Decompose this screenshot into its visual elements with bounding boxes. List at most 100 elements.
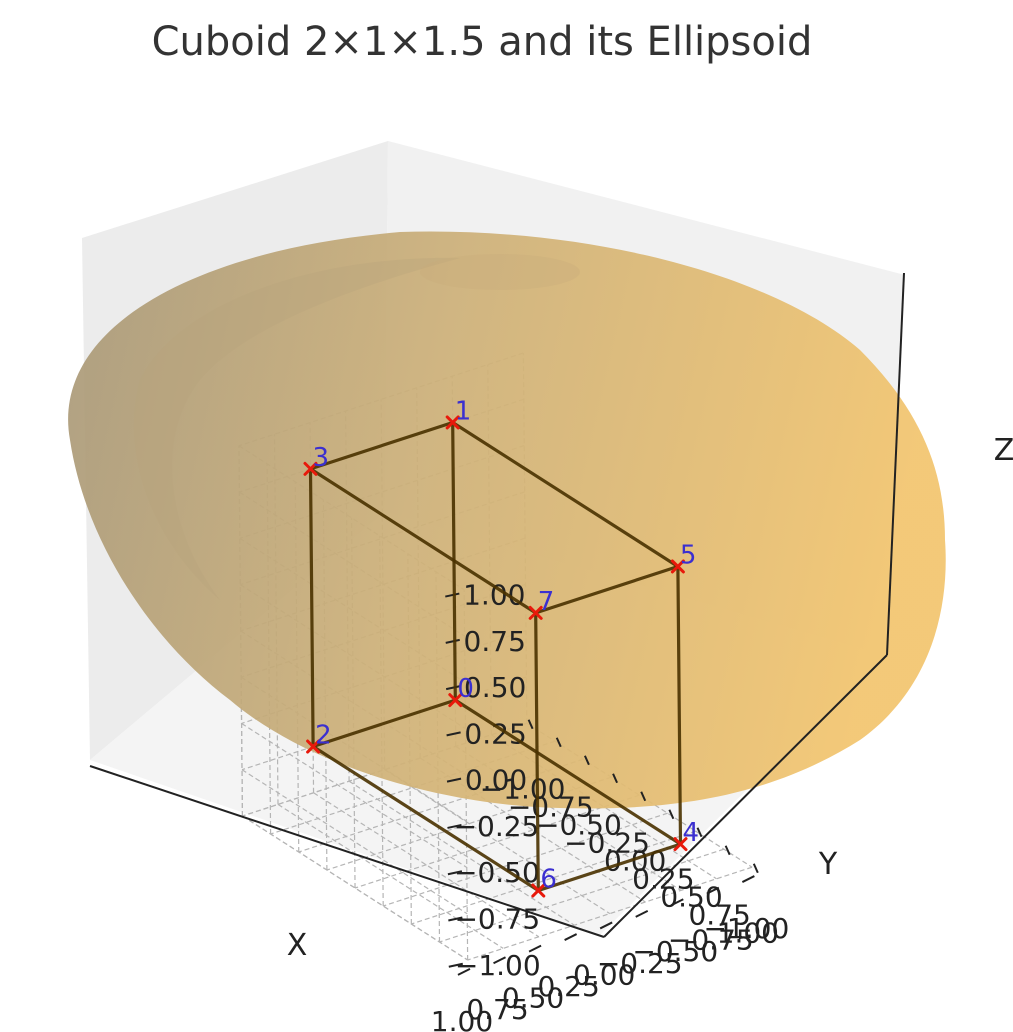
cuboid-vertices: 0 1 2 3 4 5 6 7	[303, 396, 700, 898]
z-tick-mark	[446, 777, 462, 783]
x-tick-mark	[555, 737, 562, 748]
x-tick-label: −0.50	[536, 809, 622, 842]
z-tick-label: 1.00	[463, 579, 525, 612]
x-tick-label: 0.25	[632, 863, 694, 896]
vertex-label: 1	[455, 396, 472, 426]
cuboid-edge	[453, 698, 683, 846]
x-axis-label: X	[287, 928, 308, 963]
y-tick-mark	[635, 909, 649, 918]
vertex-label: 5	[680, 540, 697, 570]
y-tick-label: −0.25	[597, 947, 683, 980]
cuboid-edge	[451, 420, 680, 569]
cuboid-edge	[308, 420, 455, 471]
grid-line-floor	[467, 866, 753, 961]
chart-title: Cuboid 2×1×1.5 and its Ellipsoid	[152, 19, 813, 65]
vertex-label: 0	[457, 674, 474, 704]
y-tick-mark	[457, 967, 471, 976]
y-tick-label: −0.50	[632, 935, 718, 968]
vertex-marker	[528, 605, 543, 620]
vertex-marker	[531, 883, 546, 898]
cuboid-edge	[311, 744, 540, 893]
z-tick-label: 0.00	[465, 764, 527, 797]
cuboid-edge	[308, 467, 315, 749]
x-tick-mark	[612, 773, 618, 784]
x-axis-line	[89, 765, 605, 938]
z-axis-line	[886, 272, 905, 656]
z-tick-label: 0.50	[464, 671, 526, 704]
vertex-marker	[445, 415, 460, 430]
axes-lines: −1.00−0.75−0.50−0.250.000.250.500.751.00…	[89, 272, 905, 1032]
x-tick-mark	[724, 845, 731, 856]
z-tick-mark	[447, 870, 463, 876]
vertex-label: 4	[683, 818, 700, 848]
y-tick-label: 0.25	[537, 970, 599, 1003]
vertex-marker	[673, 837, 688, 852]
z-tick-label: −0.75	[454, 902, 540, 935]
cuboid-edge	[308, 467, 538, 615]
y-tick-mark	[706, 886, 720, 895]
grid-line-floor	[383, 812, 668, 907]
x-tick-label: −0.75	[508, 791, 594, 824]
y-axis-label: Y	[818, 847, 838, 882]
y-tick-mark	[670, 898, 684, 907]
grid-line-floor	[277, 803, 504, 949]
z-tick-mark	[448, 916, 463, 922]
grid-line-floor	[242, 815, 468, 961]
x-tick-label: 1.00	[717, 917, 779, 950]
y-tick-label: 0.00	[573, 958, 635, 991]
ellipsoid-highlight	[420, 254, 580, 290]
z-tick-label: −1.00	[455, 949, 541, 982]
z-tick-mark	[448, 962, 464, 968]
z-axis-ticks: −1.00−0.75−0.50−0.250.000.250.500.751.00	[445, 579, 541, 982]
ellipsoid-body	[68, 231, 946, 809]
cuboid-edge	[676, 564, 683, 846]
x-tick-mark	[668, 809, 675, 820]
x-tick-label: 0.50	[660, 881, 722, 914]
x-tick-mark	[696, 827, 703, 838]
z-tick-mark	[445, 638, 460, 644]
y-tick-label: 0.50	[502, 982, 564, 1015]
ellipsoid-surface	[68, 231, 946, 809]
vertex-marker	[303, 461, 318, 476]
cuboid-edges	[308, 420, 683, 893]
y-tick-mark	[741, 875, 755, 883]
grid-line-floor	[411, 830, 696, 925]
vertex-marker	[306, 739, 321, 754]
x-tick-label: −0.25	[564, 827, 650, 860]
ellipsoid-shade	[133, 257, 460, 600]
vertex-marker	[670, 559, 685, 574]
cuboid-edge	[534, 611, 540, 893]
x-axis-ticks: −1.00−0.75−0.50−0.250.000.250.500.751.00	[480, 719, 779, 950]
grid-line-floor	[348, 780, 575, 926]
z-axis-label: Z	[994, 433, 1013, 468]
z-tick-label: 0.75	[464, 625, 526, 658]
x-tick-mark	[583, 755, 590, 766]
cuboid-edge	[536, 842, 683, 893]
cuboid-edge	[534, 564, 680, 615]
z-tick-label: 0.25	[464, 717, 526, 750]
y-tick-label: 1.00	[431, 1005, 493, 1032]
grid-line-back	[241, 769, 468, 915]
grid-line-floor	[384, 769, 611, 915]
y-tick-mark	[493, 956, 506, 965]
y-axis-line	[603, 654, 888, 938]
y-tick-label: −1.00	[703, 912, 789, 945]
z-tick-mark	[445, 592, 460, 598]
y-tick-mark	[564, 933, 578, 941]
vertex-marker	[448, 693, 463, 708]
x-tick-mark	[640, 791, 647, 802]
y-tick-mark	[599, 921, 613, 930]
y-tick-label: 0.75	[466, 993, 528, 1026]
x-tick-label: −1.00	[480, 773, 566, 806]
z-tick-mark	[445, 685, 461, 691]
cuboid-edge	[311, 698, 457, 749]
vertex-label: 6	[540, 865, 557, 895]
x-tick-mark	[752, 863, 759, 874]
x-tick-label: 0.75	[688, 899, 750, 932]
grid-line-floor	[354, 794, 640, 889]
grid-line-back	[241, 722, 468, 868]
y-tick-label: −0.75	[668, 924, 754, 957]
x-tick-mark	[527, 719, 534, 730]
vertex-label: 3	[312, 443, 329, 473]
